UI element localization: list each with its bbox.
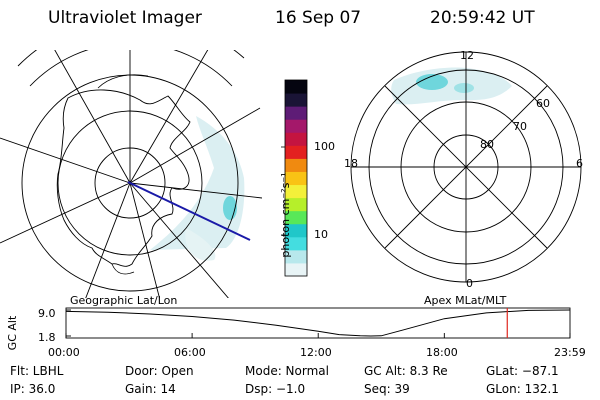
coastline xyxy=(56,89,191,267)
colorbar-band xyxy=(285,236,307,251)
instrument-title: Ultraviolet Imager xyxy=(48,8,202,28)
right-panel-caption: Apex MLat/MLT xyxy=(424,294,507,307)
y-tick-9: 9.0 xyxy=(38,307,56,320)
mlt-label-18: 18 xyxy=(344,157,358,170)
colorbar-band xyxy=(285,145,307,159)
mlt-label-0: 0 xyxy=(466,277,473,290)
colorbar-tick-10: 10 xyxy=(314,228,328,241)
x-tick-2359: 23:59 xyxy=(554,346,586,359)
glat-status: GLat: −87.1 xyxy=(486,364,559,378)
colorbar-band xyxy=(285,197,307,212)
altitude-ylabel: GC Alt xyxy=(6,315,19,351)
colorbar-band xyxy=(285,158,307,172)
aurora-emission xyxy=(150,116,245,250)
time-label: 20:59:42 UT xyxy=(430,8,535,28)
altitude-plot xyxy=(65,307,571,339)
magnetic-map xyxy=(350,51,582,283)
colorbar xyxy=(281,79,308,277)
colorbar-band xyxy=(285,80,307,94)
left-panel-caption: Geographic Lat/Lon xyxy=(70,294,178,307)
dsp-status: Dsp: −1.0 xyxy=(245,382,306,396)
y-tick-1-8: 1.8 xyxy=(38,331,56,344)
geographic-map xyxy=(0,50,262,298)
mag-aurora-emission xyxy=(391,67,512,105)
colorbar-band xyxy=(285,93,307,107)
x-tick-1800: 18:00 xyxy=(426,346,458,359)
colorbar-band xyxy=(285,106,307,120)
colorbar-band xyxy=(285,132,307,146)
colorbar-band xyxy=(285,171,307,186)
date-label: 16 Sep 07 xyxy=(275,8,362,28)
ip-status: IP: 36.0 xyxy=(10,382,56,396)
filter-status: Flt: LBHL xyxy=(10,364,64,378)
colorbar-band xyxy=(285,210,307,225)
colorbar-band xyxy=(285,119,307,133)
mlat-label-70: 70 xyxy=(513,120,527,133)
mlat-label-80: 80 xyxy=(480,138,494,151)
door-status: Door: Open xyxy=(125,364,194,378)
mode-status: Mode: Normal xyxy=(245,364,329,378)
mag-aurora-hotspot xyxy=(416,74,448,90)
gain-status: Gain: 14 xyxy=(125,382,176,396)
mlt-label-6: 6 xyxy=(576,157,583,170)
x-tick-1200: 12:00 xyxy=(300,346,332,359)
colorbar-band xyxy=(285,184,307,199)
colorbar-tick-100: 100 xyxy=(314,140,335,153)
seq-status: Seq: 39 xyxy=(364,382,410,396)
glon-status: GLon: 132.1 xyxy=(486,382,559,396)
colorbar-units-label: photon cm⁻²s⁻¹ xyxy=(279,172,292,258)
colorbar-band xyxy=(285,249,307,264)
mlt-label-12: 12 xyxy=(460,49,474,62)
altitude-line xyxy=(65,309,571,337)
colorbar-band xyxy=(285,262,307,277)
x-tick-0600: 06:00 xyxy=(174,346,206,359)
mlat-label-60: 60 xyxy=(536,97,550,110)
satellite-track xyxy=(127,181,251,241)
gc-alt-status: GC Alt: 8.3 Re xyxy=(364,364,448,378)
colorbar-band xyxy=(285,223,307,238)
x-tick-0000: 00:00 xyxy=(48,346,80,359)
